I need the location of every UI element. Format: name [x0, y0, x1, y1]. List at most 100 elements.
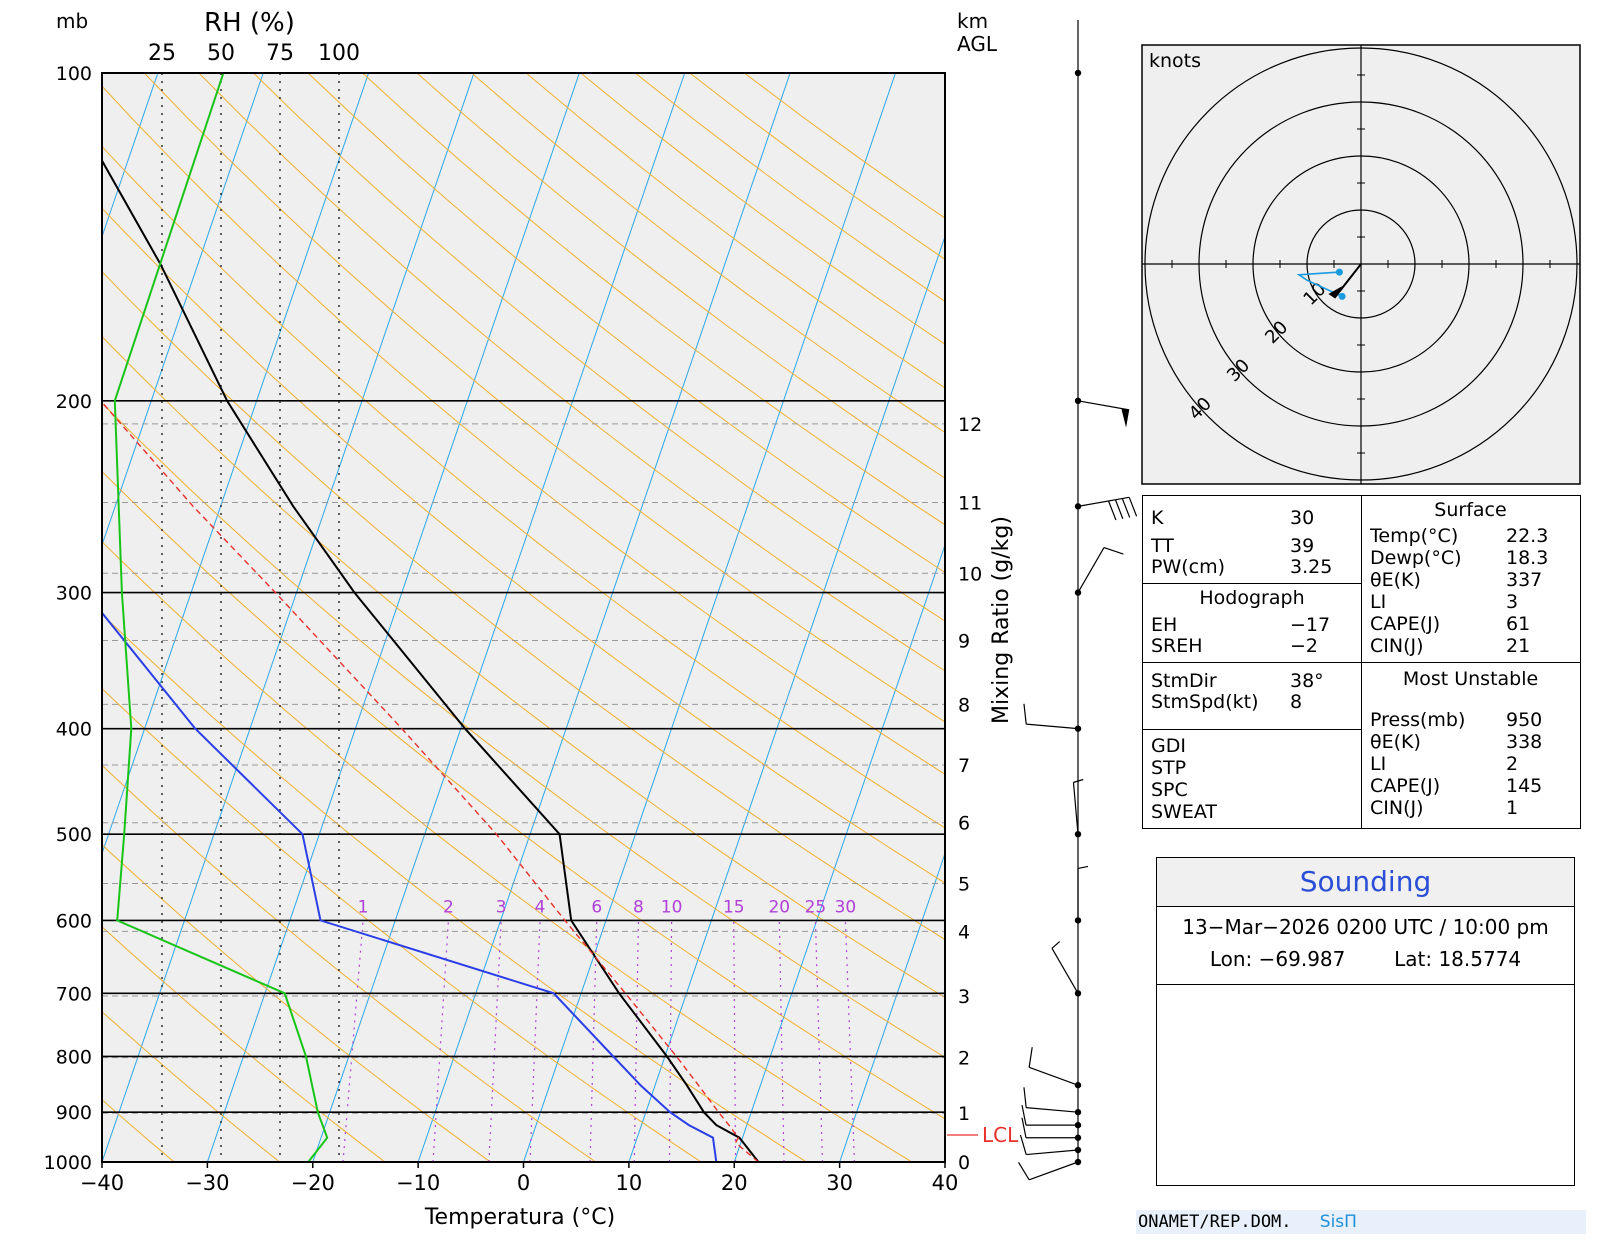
surface-label: Dewp(°C) — [1370, 548, 1462, 569]
rh-tick-label: 100 — [318, 41, 360, 66]
indices-divider — [1361, 662, 1580, 663]
hodograph-end-dot — [1336, 269, 1343, 276]
x-axis-title: Temperatura (°C) — [424, 1205, 615, 1230]
pressure-tick-label: 300 — [56, 583, 92, 605]
index-label: TT — [1151, 536, 1174, 557]
footer-organization: ONAMET/REP.DOM. — [1136, 1212, 1292, 1232]
barb-station-dot — [1075, 70, 1081, 76]
index-label: GDI — [1151, 736, 1186, 757]
wind-barb-flag — [1029, 1047, 1032, 1067]
rh-tick-label: 50 — [207, 41, 235, 66]
mixing-ratio-tick-label: 25 — [805, 897, 827, 917]
height-tick-label: 2 — [958, 1048, 970, 1070]
wind-barb-shaft — [1026, 1108, 1078, 1113]
hodograph-start-dot — [1339, 293, 1346, 300]
mu-label: Press(mb) — [1370, 710, 1465, 731]
x-tick-label: −20 — [291, 1171, 335, 1195]
index-value: 30 — [1290, 508, 1314, 529]
pressure-tick-label: 800 — [56, 1046, 92, 1068]
rh-tick-label: 25 — [148, 41, 176, 66]
mu-value: 2 — [1506, 754, 1518, 775]
mixing-ratio-tick-label: 15 — [723, 897, 745, 917]
wind-barb-flag — [1024, 704, 1026, 724]
pressure-tick-label: 900 — [56, 1102, 92, 1124]
pressure-unit-label: mb — [56, 9, 88, 33]
height-tick-label: 3 — [958, 986, 970, 1008]
mixing-ratio-tick-label: 6 — [591, 897, 602, 917]
wind-barb-flag — [1129, 497, 1136, 516]
mixing-ratio-tick-label: 20 — [768, 897, 790, 917]
pressure-tick-label: 100 — [56, 63, 92, 85]
index-label: PW(cm) — [1151, 557, 1225, 578]
mixing-ratio-tick-label: 1 — [358, 897, 369, 917]
mu-value: 145 — [1506, 776, 1542, 797]
index-value: −17 — [1290, 615, 1330, 636]
mixing-ratio-tick-label: 30 — [835, 897, 857, 917]
height-tick-label: 4 — [958, 921, 970, 943]
most-unstable-section-title: Most Unstable — [1361, 668, 1580, 690]
surface-value: 61 — [1506, 614, 1530, 635]
index-value: 8 — [1290, 692, 1302, 713]
sounding-info-box: Sounding 13−Mar−2026 0200 UTC / 10:00 pm… — [1156, 857, 1575, 1186]
sounding-lat: Lat: 18.5774 — [1394, 947, 1521, 971]
mixing-ratio-tick-label: 3 — [496, 897, 507, 917]
wind-barb-shaft — [1078, 548, 1104, 593]
wind-barb-pennant — [1121, 408, 1129, 427]
index-label: EH — [1151, 615, 1177, 636]
wind-barb-flag — [1115, 500, 1122, 519]
index-label: SWEAT — [1151, 802, 1217, 823]
index-value: 38° — [1290, 671, 1324, 692]
wind-barb-flag — [1122, 499, 1129, 518]
surface-value: 18.3 — [1506, 548, 1548, 569]
pressure-tick-label: 600 — [56, 910, 92, 932]
wind-barb-shaft — [1029, 1067, 1078, 1085]
x-tick-label: −30 — [185, 1171, 229, 1195]
surface-label: CAPE(J) — [1370, 614, 1440, 635]
lcl-label: LCL — [982, 1123, 1019, 1147]
wind-barb-shaft — [1073, 782, 1078, 834]
height-tick-label: 8 — [958, 694, 970, 716]
mu-value: 950 — [1506, 710, 1542, 731]
wind-barb-shaft — [1078, 497, 1129, 506]
mu-label: θE(K) — [1370, 732, 1421, 753]
surface-section-title: Surface — [1361, 499, 1580, 521]
mu-label: LI — [1370, 754, 1386, 775]
footer-system: SisΠ — [1320, 1212, 1357, 1232]
mixing-ratio-tick-label: 4 — [535, 897, 546, 917]
sounding-datetime: 13−Mar−2026 0200 UTC / 10:00 pm — [1157, 915, 1574, 939]
index-label: SREH — [1151, 636, 1203, 657]
sounding-coordinates: Lon: −69.987 Lat: 18.5774 — [1157, 947, 1574, 971]
wind-barb-half-flag — [1052, 942, 1060, 949]
surface-label: θE(K) — [1370, 570, 1421, 591]
index-label: SPC — [1151, 780, 1188, 801]
km-label-2: AGL — [957, 32, 998, 56]
rh-tick-label: 75 — [266, 41, 294, 66]
height-tick-label: 0 — [958, 1152, 970, 1174]
pressure-tick-label: 200 — [56, 391, 92, 413]
indices-panel: K 30 TT 39 PW(cm) 3.25 Hodograph EH −17 … — [1142, 495, 1581, 829]
footer-bar: ONAMET/REP.DOM. SisΠ — [1136, 1210, 1586, 1234]
x-tick-label: 40 — [932, 1171, 959, 1195]
height-tick-label: 6 — [958, 813, 970, 835]
height-tick-label: 11 — [958, 493, 982, 515]
wind-barb-shaft — [1026, 1150, 1078, 1155]
sounding-divider — [1157, 984, 1574, 985]
height-tick-label: 7 — [958, 755, 970, 777]
wind-barb-flag — [1019, 1162, 1030, 1179]
x-tick-label: 10 — [616, 1171, 643, 1195]
height-tick-label: 5 — [958, 874, 970, 896]
mu-label: CAPE(J) — [1370, 776, 1440, 797]
sounding-title: Sounding — [1157, 858, 1574, 907]
mixing-ratio-tick-label: 2 — [443, 897, 454, 917]
mu-value: 1 — [1506, 798, 1518, 819]
index-value: −2 — [1290, 636, 1318, 657]
wind-barb-shaft — [1029, 1162, 1078, 1180]
surface-value: 3 — [1506, 592, 1518, 613]
hodograph-section-title: Hodograph — [1143, 587, 1361, 609]
surface-label: CIN(J) — [1370, 636, 1424, 657]
indices-divider — [1143, 729, 1361, 730]
index-label: K — [1151, 508, 1163, 529]
mixing-ratio-tick-label: 10 — [661, 897, 683, 917]
pressure-tick-label: 700 — [56, 983, 92, 1005]
